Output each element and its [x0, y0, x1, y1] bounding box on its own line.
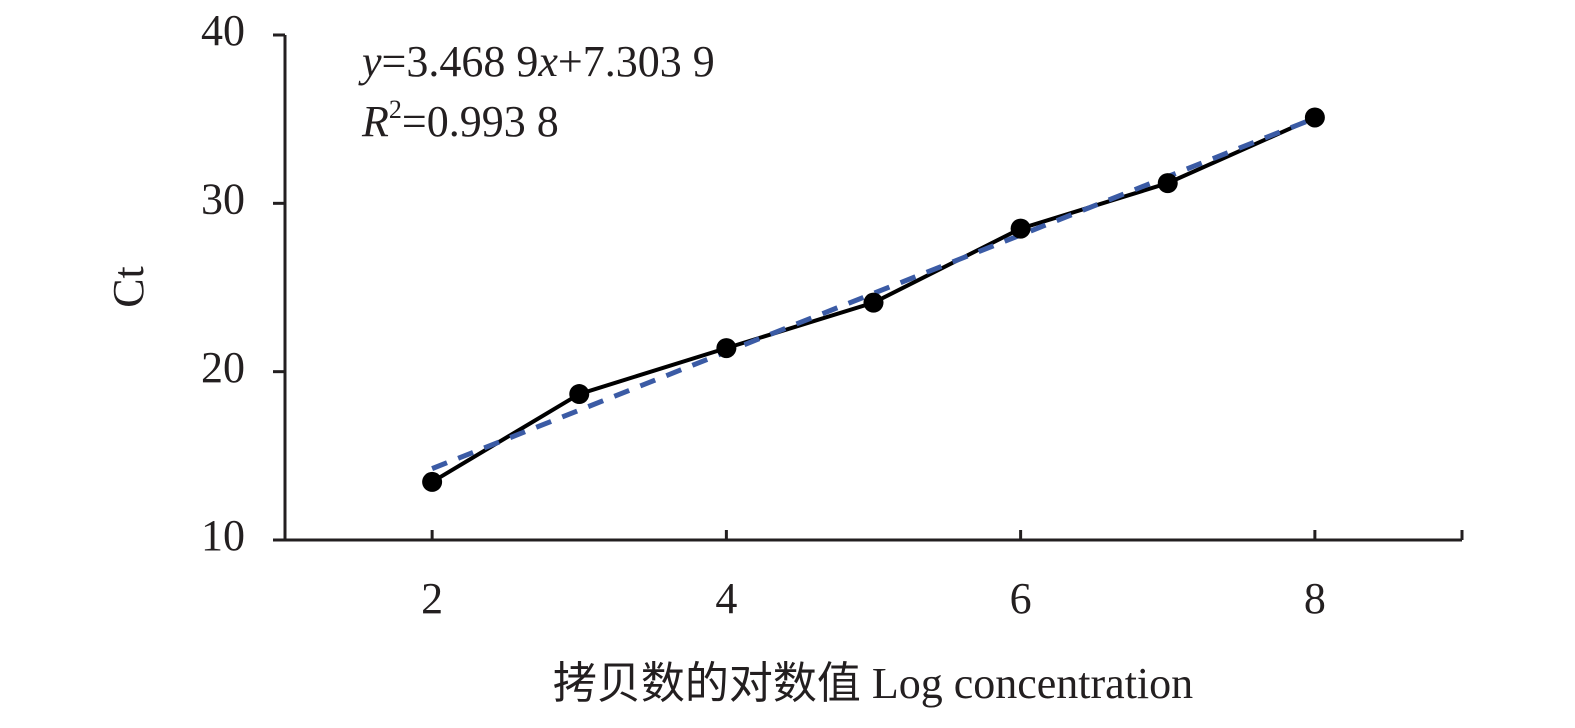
data-point	[863, 292, 884, 313]
equation-part: +7.303 9	[558, 37, 715, 86]
x-tick-label: 6	[1010, 574, 1032, 623]
equation-part: x	[537, 37, 558, 86]
equation-part: =3.468 9	[382, 37, 539, 86]
x-tick-label: 2	[421, 574, 443, 623]
x-axis-label: 拷贝数的对数值 Log concentration	[553, 659, 1193, 708]
data-point	[1304, 107, 1325, 128]
x-tick-label: 8	[1304, 574, 1326, 623]
r-squared-part: R	[361, 97, 389, 146]
data-point	[1157, 173, 1178, 194]
data-point	[569, 384, 590, 405]
data-point	[1010, 218, 1031, 239]
x-tick-label: 4	[715, 574, 737, 623]
y-tick-label: 20	[201, 343, 245, 392]
data-point	[422, 471, 443, 492]
y-tick-label: 30	[201, 174, 245, 223]
y-axis-label: Ct	[104, 266, 153, 308]
data-point	[716, 338, 737, 359]
r-squared: R2=0.993 8	[361, 95, 559, 146]
y-tick-label: 40	[201, 6, 245, 55]
r-squared-part: =0.993 8	[402, 97, 559, 146]
equation: y=3.468 9x+7.303 9	[358, 37, 715, 86]
y-tick-label: 10	[201, 511, 245, 560]
equation-part: y	[358, 37, 382, 86]
r-squared-part: 2	[389, 95, 402, 124]
